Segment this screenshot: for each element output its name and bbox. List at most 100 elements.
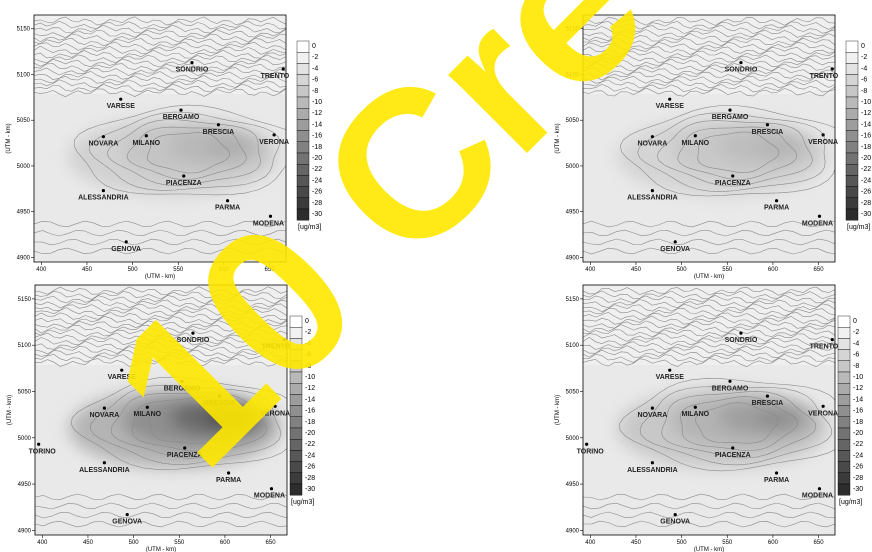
x-axis-ticks: 400 450 500 550 600 650 [37,535,276,546]
city-label: VARESE [107,103,136,110]
contour-lines [34,16,286,255]
city-label: TRENTO [810,344,839,351]
legend-level-label: -28 [305,475,315,482]
city-label: ALESSANDRIA [78,195,129,202]
legend-unit: [ug/m3] [839,499,862,506]
legend-level-label: -4 [312,65,318,72]
city-label: NOVARA [89,412,119,419]
x-tick-label: 500 [129,540,140,546]
map-frame [33,14,287,263]
city-dot [774,199,779,203]
y-tick-label: 4950 [17,210,31,216]
y-tick-label: 5100 [17,72,31,78]
city-label: TORINO [29,448,57,455]
city-label: TRENTO [262,344,291,351]
legend-level-label: -18 [861,144,871,151]
x-tick-label: 500 [677,267,688,273]
city-dot [739,60,743,65]
legend-level-label: -14 [861,121,871,128]
city-label: VERONA [808,410,838,417]
city-dot [145,405,149,409]
x-tick-label: 500 [677,540,688,546]
city-label: BRESCIA [204,400,236,407]
city-label: VERONA [808,139,838,146]
city-label: GENOVA [112,519,142,526]
legend-swatch [845,40,859,53]
city-label: NOVARA [637,412,667,419]
legend-swatch [845,141,859,154]
y-axis-ticks: 5150 5100 5050 5000 4950 4900 [566,27,583,261]
y-axis-label: (UTM - km) [555,395,561,425]
city-label: MODENA [802,220,833,227]
city-dot [731,174,735,178]
legend: 0 -2 -4 -6 -8 -10 -12 -14 -16 -18 -20 -22 -24 -26 -28 -… [845,40,871,231]
city-dot [120,368,124,372]
contour-field [35,285,287,535]
y-tick-label: 5050 [566,389,580,395]
city-label: BRESCIA [203,129,235,136]
city-dot [272,133,276,137]
map-panel-top-right: 400 450 500 550 600 650 5150 5100 5050 5000 4950 49… [555,14,871,280]
legend-level-label: -18 [305,419,315,426]
legend-level-label: -24 [861,177,871,184]
city-dot [817,487,822,491]
legend-level-label: 0 [312,43,316,50]
x-axis-label: (UTM - km) [146,547,176,552]
legend-level-label: -22 [861,166,871,173]
legend-level-label: -24 [853,452,863,459]
city-dot [101,135,105,139]
city-label: ALESSANDRIA [627,467,678,474]
y-tick-label: 5150 [17,27,31,33]
city-dot [668,97,672,101]
legend-swatch [845,119,859,131]
city-dot [101,189,105,193]
x-tick-label: 450 [631,540,642,546]
city-label: PIACENZA [166,180,202,187]
city-label: PIACENZA [167,452,203,459]
legend-level-label: -8 [861,88,867,95]
y-tick-label: 5150 [566,297,580,303]
legend-level-label: -30 [305,486,315,493]
map-panel-bottom-right: 400 450 500 550 600 650 5150 5100 5050 5000 4950 49… [555,284,863,552]
legend-swatch [289,483,303,496]
city-dot [102,461,106,465]
city-label: TRENTO [810,73,839,80]
city-label: PARMA [764,205,789,212]
legend-level-label: -14 [312,121,322,128]
city-label: PARMA [215,205,240,212]
city-label: NOVARA [88,141,118,148]
city-label: SONDRIO [177,337,210,344]
maps-layer: 400 450 500 550 600 650 5150510050505000495049… [6,14,871,552]
x-tick-label: 550 [174,540,185,546]
legend-level-label: 0 [305,318,309,325]
legend-level-label: -28 [312,200,322,207]
city-dot [739,331,743,335]
legend-level-label: -30 [853,486,863,493]
city-dot [728,108,732,112]
legend-level-label: -24 [305,452,315,459]
legend-swatch [296,85,310,98]
contour-lines [583,286,835,528]
legend-swatch [845,63,859,75]
legend-level-label: -6 [312,77,318,84]
city-label: GENOVA [660,519,690,526]
y-axis-label: (UTM - km) [7,395,13,425]
city-markers: SONDRIO TRENTO VARESE BERGAMO BRESCIA NOVARA M… [627,60,839,253]
legend-swatch [837,427,851,440]
legend-level-label: -20 [305,430,315,437]
legend-swatch [845,96,859,109]
city-dot [650,406,654,410]
x-axis-ticks: 400 450 500 550 600 650 [36,262,275,273]
city-label: VARESE [656,103,685,110]
legend-swatch [845,107,859,120]
y-tick-label: 5100 [18,343,32,349]
y-axis-label: (UTM - km) [555,123,561,153]
city-label: PIACENZA [715,180,751,187]
legend-level-label: -4 [305,340,311,347]
city-dot [830,67,834,71]
city-label: ALESSANDRIA [627,195,678,202]
city-dot [731,446,735,450]
x-tick-label: 400 [37,540,48,546]
y-tick-label: 5050 [17,118,31,124]
